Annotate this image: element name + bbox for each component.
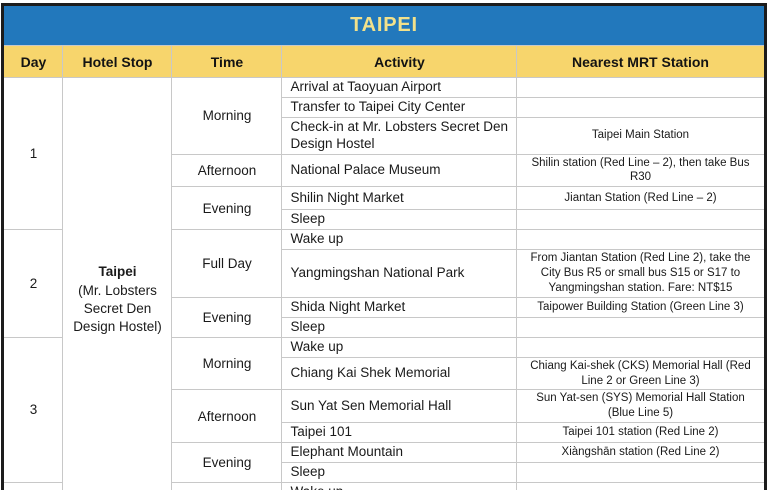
day-cell: 4 <box>2 482 64 490</box>
activity-cell: Yangmingshan National Park <box>281 249 518 298</box>
activity-cell: Sun Yat Sen Memorial Hall <box>281 389 518 424</box>
time-cell: Evening <box>171 186 283 231</box>
table-row: Transfer to Taipei City Center <box>3 96 766 118</box>
mrt-cell: Sun Yat-sen (SYS) Memorial Hall Station … <box>516 389 766 424</box>
activity-cell: Wake up <box>281 336 518 358</box>
table-row: Yangmingshan National Park From Jiantan … <box>3 249 766 298</box>
mrt-cell <box>516 336 766 358</box>
activity-cell: Wake up <box>281 482 518 490</box>
mrt-cell <box>516 316 766 338</box>
mrt-cell <box>516 209 766 231</box>
activity-cell: Shilin Night Market <box>281 186 518 211</box>
table-row: Afternoon National Palace Museum Shilin … <box>3 153 766 188</box>
time-cell: Full Day <box>171 229 283 298</box>
time-cell: Morning <box>171 77 283 155</box>
title-row: TAIPEI <box>2 4 766 46</box>
day-cell: 3 <box>2 336 64 484</box>
hotel-name: (Mr. Lobsters Secret Den Design Hostel) <box>73 282 162 335</box>
itinerary-table: TAIPEI Day Hotel Stop Time Activity Near… <box>1 3 767 490</box>
activity-cell: Check-in at Mr. Lobsters Secret Den Desi… <box>281 116 518 155</box>
hotel-stop-cell: Taipei (Mr. Lobsters Secret Den Design H… <box>62 77 173 490</box>
time-cell: Evening <box>171 296 283 338</box>
hotel-city: Taipei <box>98 264 137 280</box>
table-row: Check-in at Mr. Lobsters Secret Den Desi… <box>3 116 766 155</box>
mrt-cell: Taipei Main Station <box>516 116 766 155</box>
mrt-cell: Shilin station (Red Line – 2), then take… <box>516 153 766 188</box>
column-header-day: Day <box>2 45 64 78</box>
time-cell: Afternoon <box>171 389 283 444</box>
time-cell: Morning <box>171 482 283 490</box>
activity-cell: Sleep <box>281 316 518 338</box>
day-cell: 1 <box>2 76 64 231</box>
activity-cell: Chiang Kai Shek Memorial <box>281 356 518 391</box>
mrt-cell <box>516 77 766 98</box>
table-row: Evening Shida Night Market Taipower Buil… <box>3 296 766 338</box>
activity-cell: Shida Night Market <box>281 296 518 318</box>
table-row: Evening Elephant Mountain Xiàngshān stat… <box>3 442 766 484</box>
activity-cell: Wake up <box>281 229 518 251</box>
column-header-activity: Activity <box>281 45 518 78</box>
time-cell: Afternoon <box>171 153 283 188</box>
time-cell: Morning <box>171 336 283 391</box>
activity-cell: Arrival at Taoyuan Airport <box>281 77 518 98</box>
day-cell: 2 <box>2 229 64 338</box>
mrt-cell: Taipei 101 station (Red Line 2) <box>516 422 766 444</box>
time-cell: Evening <box>171 442 283 484</box>
mrt-cell <box>516 96 766 118</box>
activity-cell: Elephant Mountain <box>281 442 518 464</box>
column-header-hotel-stop: Hotel Stop <box>62 45 173 78</box>
activity-cell: Taipei 101 <box>281 422 518 444</box>
mrt-cell <box>516 462 766 484</box>
column-header-mrt: Nearest MRT Station <box>516 45 766 78</box>
mrt-cell <box>516 482 766 490</box>
table-row: Taipei 101 Taipei 101 station (Red Line … <box>3 422 766 444</box>
activity-cell: Sleep <box>281 209 518 231</box>
activity-cell: Transfer to Taipei City Center <box>281 96 518 118</box>
mrt-cell: Xiàngshān station (Red Line 2) <box>516 442 766 464</box>
table-row: Sleep <box>3 316 766 338</box>
mrt-cell: Taipower Building Station (Green Line 3) <box>516 296 766 318</box>
table-row: 3 Morning Wake up <box>2 336 766 484</box>
mrt-cell: From Jiantan Station (Red Line 2), take … <box>516 249 766 298</box>
table-row: 4 Morning Wake up <box>2 482 766 490</box>
table-row: 1 Taipei (Mr. Lobsters Secret Den Design… <box>2 76 766 490</box>
mrt-cell: Chiang Kai-shek (CKS) Memorial Hall (Red… <box>516 356 766 391</box>
column-header-row: Day Hotel Stop Time Activity Nearest MRT… <box>2 45 766 78</box>
table-row: 2 Full Day Wake up <box>2 229 766 338</box>
table-row: Evening Shilin Night Market Jiantan Stat… <box>3 186 766 231</box>
table-row: Afternoon Sun Yat Sen Memorial Hall Sun … <box>3 389 766 444</box>
mrt-cell: Jiantan Station (Red Line – 2) <box>516 186 766 211</box>
column-header-time: Time <box>171 45 283 78</box>
mrt-cell <box>516 229 766 251</box>
table-title: TAIPEI <box>2 4 766 46</box>
activity-cell: Sleep <box>281 462 518 484</box>
activity-cell: National Palace Museum <box>281 153 518 188</box>
